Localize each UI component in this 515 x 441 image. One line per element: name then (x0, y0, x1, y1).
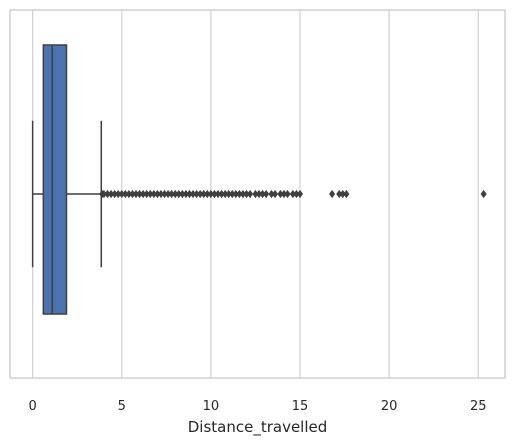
x-tick-label: 0 (28, 399, 36, 414)
interquartile-box (42, 44, 68, 315)
x-axis-title: Distance_travelled (188, 418, 328, 437)
x-tick-label: 5 (118, 399, 126, 414)
x-tick-label: 15 (292, 399, 309, 414)
x-tick-label: 10 (203, 399, 220, 414)
outlier-point (263, 189, 270, 199)
outlier-point (284, 189, 291, 199)
outlier-point (296, 189, 304, 199)
plot-area (31, 44, 487, 315)
x-tick-labels: 0 5 10 15 20 25 (28, 399, 486, 414)
outlier-point (329, 189, 336, 199)
outlier-point (480, 189, 487, 199)
plot-frame (9, 9, 506, 379)
outlier-point (343, 189, 350, 199)
x-tick-label: 20 (381, 399, 398, 414)
outlier-point (272, 189, 279, 199)
outlier-point (247, 189, 254, 199)
x-tick-label: 25 (470, 399, 487, 414)
